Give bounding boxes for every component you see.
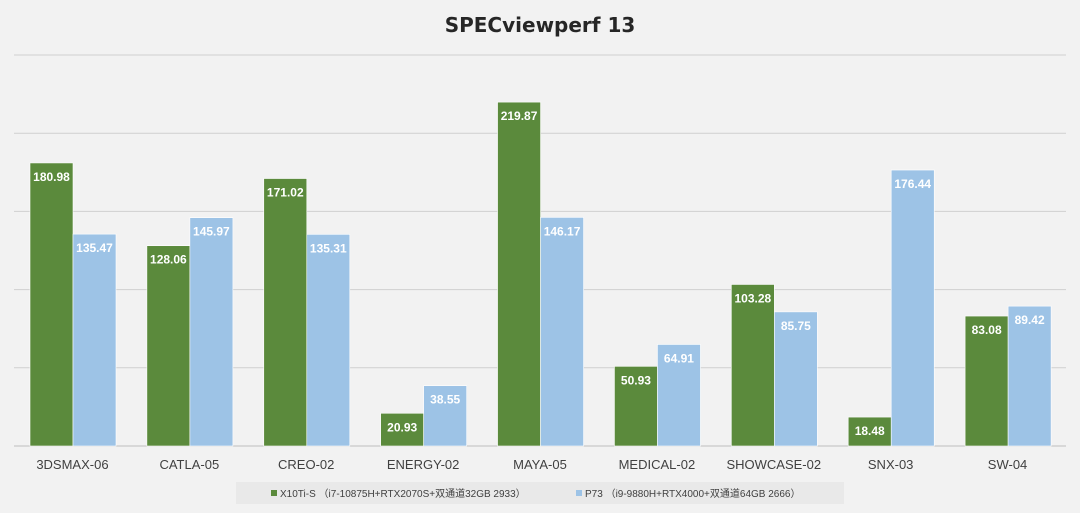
bar-series2	[189, 217, 234, 447]
bar-series2	[540, 217, 584, 447]
data-label: 135.47	[76, 241, 113, 255]
category-label: SHOWCASE-02	[726, 457, 821, 472]
bar-series2	[1007, 305, 1052, 447]
data-label: 38.55	[430, 393, 460, 407]
data-label: 89.42	[1015, 313, 1045, 327]
bar-series1	[847, 416, 892, 447]
legend: X10Ti-S （i7-10875H+RTX2070S+双通道32GB 2933…	[236, 482, 844, 504]
category-label: MEDICAL-02	[619, 457, 696, 472]
data-label: 85.75	[781, 319, 811, 333]
bar-series1	[497, 101, 541, 447]
bar-series2	[306, 234, 351, 447]
legend-swatch	[271, 490, 277, 496]
value-labels: 180.98 135.47 128.06 145.97 171.02 135.31 20.9…	[33, 109, 1045, 438]
bar-series2	[423, 385, 467, 447]
data-label: 64.91	[664, 351, 694, 365]
bar-series1	[731, 284, 775, 447]
bar-series1	[964, 315, 1009, 447]
category-label: 3DSMAX-06	[36, 457, 108, 472]
category-label: CATLA-05	[159, 457, 219, 472]
data-label: 20.93	[387, 420, 417, 434]
data-label: 146.17	[544, 224, 581, 238]
category-label: ENERGY-02	[387, 457, 460, 472]
bar-series1	[380, 412, 424, 447]
bar-series1	[146, 245, 191, 447]
bars	[29, 101, 1052, 447]
legend-swatch	[576, 490, 582, 496]
data-label: 135.31	[310, 241, 347, 255]
category-label: CREO-02	[278, 457, 334, 472]
category-label: SNX-03	[868, 457, 914, 472]
chart-title: SPECviewperf 13	[445, 13, 636, 37]
legend-label: X10Ti-S （i7-10875H+RTX2070S+双通道32GB 2933…	[280, 487, 526, 500]
bar-series1	[29, 162, 74, 447]
data-label: 83.08	[972, 323, 1002, 337]
bar-series2	[890, 169, 935, 447]
bar-series2	[657, 344, 701, 447]
category-labels: 3DSMAX-06 CATLA-05 CREO-02 ENERGY-02 MAYA-05…	[36, 457, 1027, 472]
data-label: 50.93	[621, 373, 651, 387]
category-label: MAYA-05	[513, 457, 567, 472]
bar-series1	[263, 178, 308, 447]
bar-series2	[774, 311, 818, 447]
bar-series2	[72, 233, 117, 447]
data-label: 176.44	[894, 177, 931, 191]
data-label: 219.87	[501, 109, 538, 123]
legend-label: P73 （i9-9880H+RTX4000+双通道64GB 2666）	[585, 487, 801, 500]
data-label: 180.98	[33, 170, 70, 184]
data-label: 103.28	[734, 291, 771, 305]
legend-box	[236, 482, 844, 504]
data-label: 145.97	[193, 225, 230, 239]
data-label: 171.02	[267, 186, 304, 200]
data-label: 18.48	[855, 424, 885, 438]
data-label: 128.06	[150, 253, 187, 267]
category-label: SW-04	[988, 457, 1028, 472]
